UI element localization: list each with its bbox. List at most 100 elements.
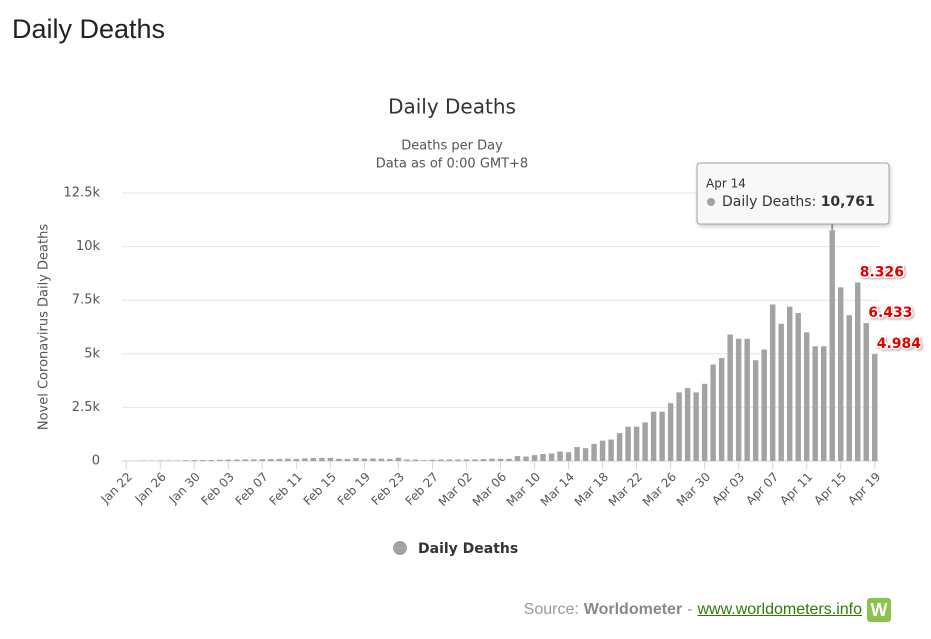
bar [718,358,725,461]
bar [846,315,852,461]
bar [744,338,750,461]
bar [276,458,283,461]
bar [489,458,495,461]
bar [174,460,181,461]
bar [625,426,631,461]
x-tick-label: Apr 07 [743,470,781,508]
bar [327,457,334,461]
tooltip-date: Apr 14 [706,177,746,191]
bar [370,458,376,461]
bar [684,388,691,461]
bar [200,460,206,461]
bar [676,392,682,461]
bar [344,458,351,461]
x-tick-label: Mar 18 [572,470,611,509]
bar [667,403,674,461]
bar [336,458,342,461]
bar [480,459,487,461]
bar [361,458,368,461]
bar [293,458,300,461]
bar [812,346,818,461]
bar [727,334,733,461]
bar [803,332,810,461]
source-link[interactable]: www.worldometers.info [697,601,863,618]
bar [285,458,291,461]
bar [574,447,580,461]
bar [234,459,240,461]
x-tick-label: Jan 26 [132,470,169,507]
bar [616,433,623,461]
bar [268,459,274,461]
bar [421,460,427,461]
data-label: 6.433 [868,305,912,321]
y-tick-label: 2.5k [72,400,101,415]
y-tick-label: 5k [84,346,100,361]
bar [761,349,767,461]
y-tick-label: 12.5k [64,186,101,201]
tooltip-series: Daily Deaths: [722,194,816,210]
y-axis-title: Novel Coronavirus Daily Deaths [37,224,52,430]
bar [633,426,640,461]
bar [548,453,555,461]
bar [514,456,521,461]
bar [251,459,257,461]
bar [319,457,325,461]
bar [225,459,232,461]
x-tick-label: Mar 30 [674,470,713,509]
bar [183,460,189,461]
x-tick-label: Apr 03 [709,470,747,508]
subtitle: Deaths per Day [401,139,503,154]
source-label: Source: [523,601,579,618]
bar [259,459,266,461]
tooltip-box [696,162,890,225]
x-tick-label: Apr 11 [777,470,815,508]
legend-label[interactable]: Daily Deaths [418,541,518,557]
source-name: Worldometer [583,601,683,618]
x-tick-label: Mar 14 [538,470,577,509]
x-tick-label: Jan 22 [98,470,135,507]
bar [710,364,716,461]
bar [429,459,436,461]
bar [242,459,249,461]
bar [353,458,359,461]
x-tick-label: Apr 19 [845,470,883,508]
x-tick-label: Feb 07 [233,470,271,508]
chart-title: Daily Deaths [388,95,516,119]
x-tick-label: Mar 06 [470,470,509,509]
bar [591,443,597,461]
bar [310,457,317,461]
bar [769,304,776,461]
bar [540,453,546,461]
y-tick-label: 7.5k [72,293,101,308]
logo: W [867,598,891,622]
bar [157,460,163,461]
data-label: 8.326 [860,264,904,280]
bar [438,459,444,461]
bar [693,392,699,461]
bar [752,360,759,461]
bar [557,451,563,461]
bar [786,306,793,461]
y-tick-label: 0 [92,454,100,469]
bar [166,460,172,461]
x-tick-label: Feb 19 [335,470,373,508]
bar [455,459,461,461]
x-tick-label: Apr 15 [811,470,849,508]
bar [463,459,470,461]
bar [378,458,385,461]
legend-marker[interactable] [393,541,407,555]
bar [872,354,878,461]
bar [599,440,606,461]
tooltip-label: Daily Deaths: 10,761 [722,194,875,210]
bar [446,459,453,461]
subtitle: Data as of 0:00 GMT+8 [376,157,528,172]
x-tick-label: Mar 10 [504,470,543,509]
bar [395,457,402,461]
x-tick-label: Feb 03 [198,470,236,508]
data-label: 4.984 [877,336,922,352]
bar [820,346,827,461]
bar [650,411,657,461]
bar [531,455,538,461]
y-tick-label: 10k [76,239,101,254]
